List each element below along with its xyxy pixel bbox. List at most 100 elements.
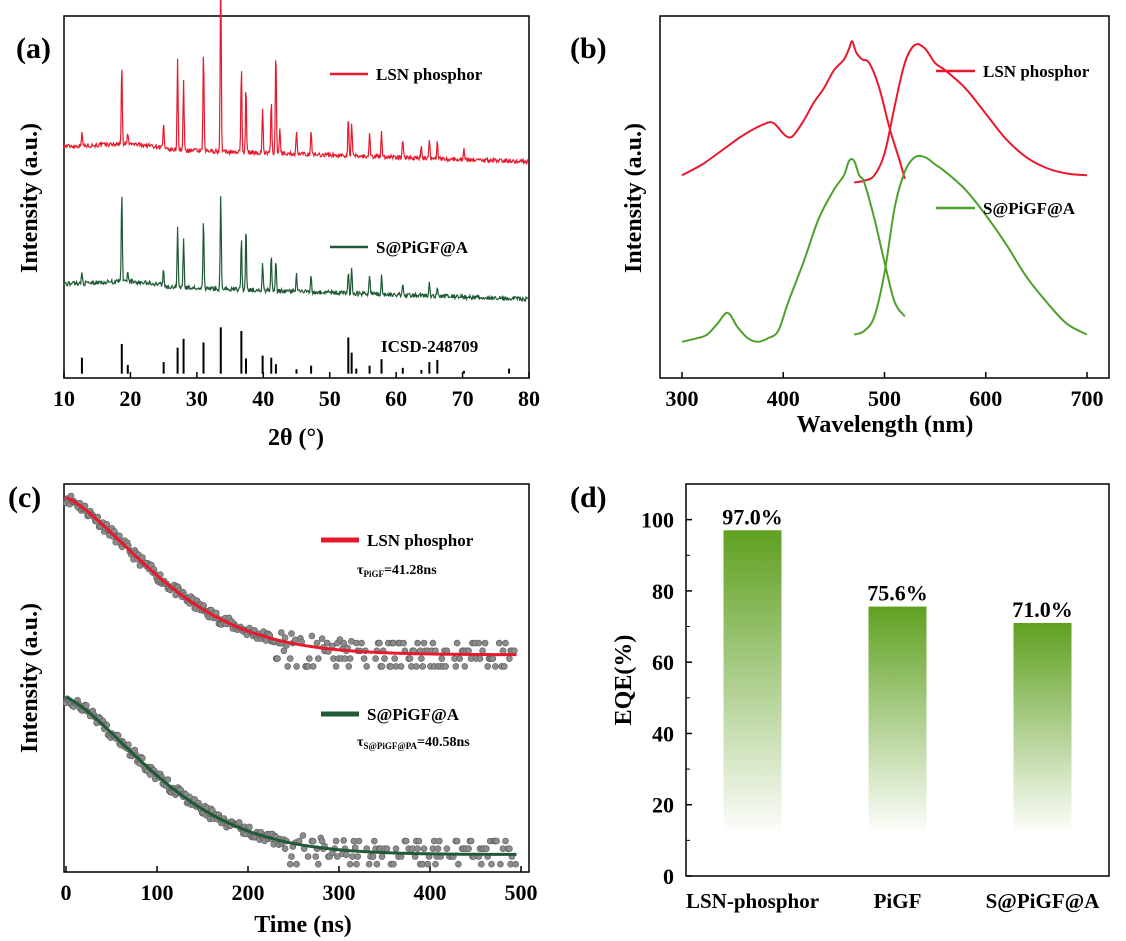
spectrum-lsn-excitation	[681, 40, 906, 180]
panel-b-x-tick-label: 400	[767, 386, 800, 411]
category-label: LSN-phosphor	[686, 889, 819, 913]
decay-point	[392, 845, 400, 853]
panel-c-tau-spigfa: τS@PiGF@PA=40.58ns	[357, 735, 470, 751]
xrd-line-lsn-phosphor	[63, 0, 529, 166]
decay-point	[365, 860, 373, 868]
decay-point	[314, 655, 322, 662]
decay-point	[456, 655, 464, 662]
decay-point	[369, 853, 377, 860]
panel-a-label: (a)	[16, 32, 51, 65]
decay-point	[414, 639, 421, 647]
decay-point	[277, 629, 285, 636]
panel-b-x-label: Wavelength (nm)	[797, 412, 974, 438]
decay-point	[383, 845, 391, 853]
decay-point	[438, 655, 446, 662]
decay-point	[376, 639, 383, 647]
panel-c: (c) 0 100 200 300 400 500 Time (ns) Intensity…	[8, 481, 538, 938]
bar-s-pigf-a	[1013, 623, 1072, 831]
decay-point	[284, 663, 292, 670]
panel-d-label: (d)	[570, 481, 607, 514]
decay-point	[434, 845, 442, 853]
panel-c-plot-area	[62, 492, 520, 868]
decay-point	[465, 647, 472, 655]
decay-point	[323, 639, 331, 647]
decay-fit-s-pigf-a	[65, 696, 517, 856]
decay-point	[419, 663, 427, 670]
decay-point	[314, 860, 322, 868]
decay-point	[499, 647, 507, 655]
panel-a-x-tick-label: 40	[252, 386, 274, 411]
decay-point	[342, 851, 350, 859]
decay-point	[435, 837, 443, 845]
spectrum-spigfa-emission	[853, 154, 1088, 336]
decay-point	[420, 845, 428, 853]
panel-c-x-tick-label: 0	[61, 880, 72, 905]
decay-point	[312, 853, 320, 860]
decay-point	[363, 663, 371, 670]
decay-point	[400, 639, 407, 647]
decay-point	[512, 860, 520, 868]
spectrum-lsn-emission	[853, 43, 1088, 184]
decay-point	[455, 860, 462, 868]
panel-c-legend-spigfa: S@PiGF@A	[367, 705, 460, 724]
decay-point	[83, 702, 90, 709]
panel-a: (a) 10 20 30 40 50 60 70 80 2θ (°) Intensity (a…	[16, 0, 540, 451]
decay-point	[467, 837, 475, 845]
xrd-line-s-pigf-a	[63, 196, 530, 303]
panel-c-label: (c)	[8, 481, 41, 514]
decay-point	[390, 860, 397, 868]
decay-point	[381, 655, 388, 662]
decay-point	[483, 845, 490, 853]
panel-c-frame	[63, 483, 530, 873]
panel-b-x-tick-label: 700	[1071, 386, 1104, 411]
decay-point	[477, 860, 485, 868]
decay-point	[346, 860, 354, 868]
panel-b-x-tick-label: 500	[868, 386, 901, 411]
panel-d-y-tick-label: 0	[663, 864, 674, 889]
decay-point	[461, 663, 469, 670]
decay-point	[502, 837, 509, 845]
panel-a-x-tick-label: 70	[452, 386, 474, 411]
panel-a-x-tick-label: 60	[385, 386, 407, 411]
decay-point	[488, 860, 495, 868]
decay-point	[415, 837, 423, 845]
decay-point	[164, 776, 172, 783]
decay-point	[281, 845, 289, 853]
decay-point	[313, 639, 321, 647]
bar-value-label: 97.0%	[722, 504, 783, 529]
panel-d-y-ticks: 0 20 40 60 80 100	[641, 508, 692, 889]
decay-point	[372, 655, 379, 662]
panel-b-x-ticks: 300 400 500 600 700	[666, 372, 1104, 411]
decay-point	[334, 853, 341, 860]
panel-b-y-label: Intensity (a.u.)	[621, 123, 647, 273]
bar-value-label: 71.0%	[1012, 597, 1073, 622]
decay-point	[304, 853, 312, 860]
panel-c-x-tick-label: 300	[323, 880, 356, 905]
decay-point	[340, 639, 348, 647]
decay-point	[305, 655, 313, 662]
decay-point	[484, 663, 492, 670]
decay-point	[476, 655, 484, 662]
decay-point	[418, 655, 425, 662]
panel-a-legend-spigfa: S@PiGF@A	[376, 238, 469, 257]
decay-point	[432, 860, 439, 868]
decay-point	[370, 837, 378, 845]
panel-d-bars: 97.0% LSN-phosphor 75.6% PiGF 71.0% S@PiGF@A	[686, 504, 1100, 913]
decay-point	[286, 860, 294, 868]
panel-d: (d) 0 20 40 60 80 100 EQE(%) 97.0% LSN-phospho…	[570, 481, 1110, 913]
decay-point	[373, 860, 381, 868]
decay-point	[506, 845, 513, 853]
panel-b-legend-lsn: LSN phosphor	[983, 62, 1090, 81]
decay-point	[500, 663, 508, 670]
panel-d-y-tick-label: 100	[641, 508, 674, 533]
decay-point	[308, 632, 316, 640]
decay-point	[453, 639, 461, 647]
decay-point	[479, 647, 486, 655]
decay-point	[452, 663, 460, 670]
panel-a-x-tick-label: 30	[186, 386, 208, 411]
decay-point	[288, 853, 295, 860]
decay-point	[332, 663, 340, 670]
decay-point	[340, 837, 348, 844]
panel-d-y-tick-label: 80	[652, 579, 674, 604]
panel-a-x-tick-label: 50	[319, 386, 341, 411]
